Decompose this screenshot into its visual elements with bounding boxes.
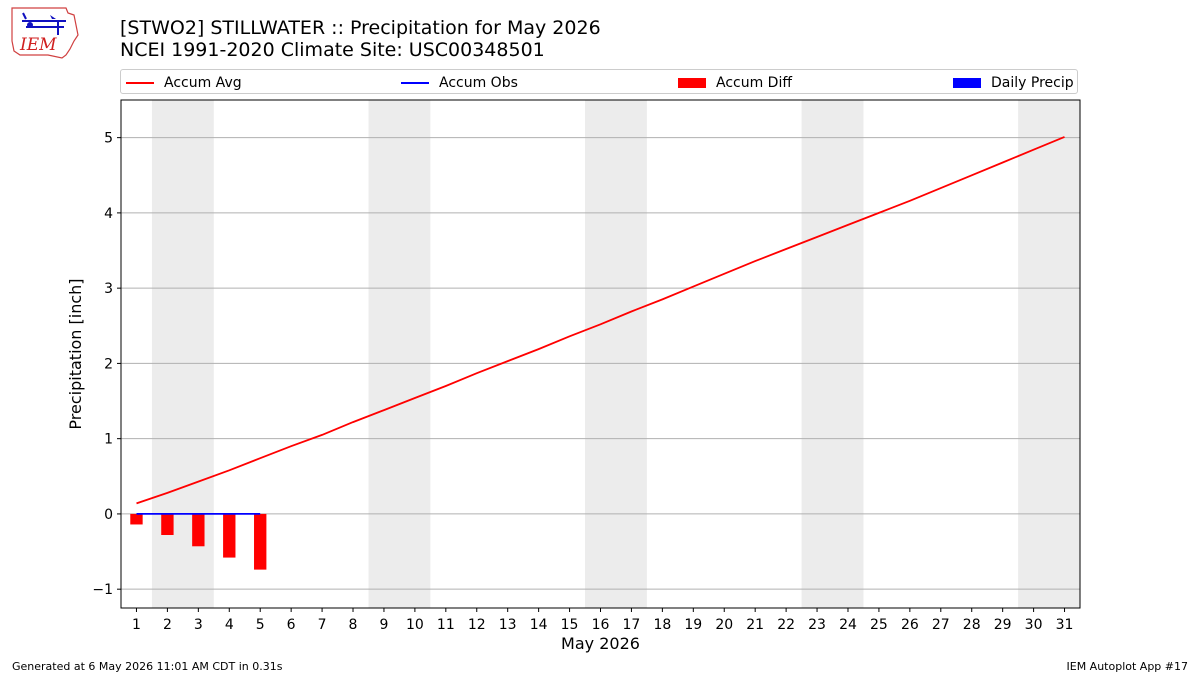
- y-tick-label: 2: [104, 356, 113, 372]
- x-tick-label: 22: [777, 617, 795, 633]
- x-tick-label: 21: [746, 617, 764, 633]
- legend-item-accum-diff: Accum Diff: [678, 70, 792, 95]
- x-tick-label: 30: [1025, 617, 1043, 633]
- bar-accum-diff: [223, 513, 236, 558]
- x-tick-label: 13: [499, 617, 517, 633]
- x-tick-label: 18: [653, 617, 671, 633]
- x-tick-label: 15: [561, 617, 579, 633]
- x-tick-label: 5: [256, 617, 265, 633]
- x-tick-label: 3: [194, 617, 203, 633]
- chart-legend: Accum Avg Accum Obs Accum Diff Daily Pre…: [120, 69, 1078, 94]
- x-tick-label: 23: [808, 617, 826, 633]
- x-tick-label: 7: [318, 617, 327, 633]
- x-tick-label: 8: [349, 617, 358, 633]
- x-tick-label: 29: [994, 617, 1012, 633]
- x-tick-label: 1: [132, 617, 141, 633]
- legend-item-accum-avg: Accum Avg: [126, 70, 242, 95]
- x-tick-label: 6: [287, 617, 296, 633]
- x-tick-label: 2: [163, 617, 172, 633]
- legend-item-daily-precip: Daily Precip: [953, 70, 1074, 95]
- x-tick-label: 12: [468, 617, 486, 633]
- x-tick-label: 25: [870, 617, 888, 633]
- x-tick-label: 4: [225, 617, 234, 633]
- y-tick-label: 5: [104, 131, 113, 147]
- x-tick-label: 11: [437, 617, 455, 633]
- y-tick-label: −1: [92, 582, 113, 598]
- line-accum-avg: [136, 136, 1065, 505]
- weekend-band: [368, 100, 431, 608]
- x-tick-label: 20: [715, 617, 733, 633]
- bar-accum-diff: [161, 513, 174, 535]
- legend-swatch-accum-diff: [678, 77, 706, 88]
- y-axis-label: Precipitation [inch]: [66, 278, 85, 429]
- x-axis-label: May 2026: [561, 634, 640, 653]
- x-tick-label: 9: [379, 617, 388, 633]
- weekend-band: [585, 100, 647, 608]
- x-tick-label: 24: [839, 617, 857, 633]
- bar-accum-diff: [192, 513, 205, 547]
- x-tick-label: 16: [592, 617, 610, 633]
- chart-subtitle: NCEI 1991-2020 Climate Site: USC00348501: [120, 39, 545, 61]
- chart-title: [STWO2] STILLWATER :: Precipitation for …: [120, 17, 601, 39]
- weekend-band: [801, 100, 864, 608]
- legend-swatch-accum-obs: [401, 81, 429, 84]
- legend-label-daily-precip: Daily Precip: [991, 74, 1074, 91]
- app-credit: IEM Autoplot App #17: [1066, 660, 1189, 673]
- x-tick-label: 14: [530, 617, 548, 633]
- y-tick-label: 1: [104, 432, 113, 448]
- y-tick-label: 4: [104, 206, 113, 222]
- x-tick-label: 19: [684, 617, 702, 633]
- x-tick-label: 17: [623, 617, 641, 633]
- legend-label-accum-obs: Accum Obs: [439, 74, 518, 91]
- legend-label-accum-avg: Accum Avg: [164, 74, 242, 91]
- y-tick-label: 0: [104, 507, 113, 523]
- x-tick-label: 31: [1056, 617, 1074, 633]
- bar-accum-diff: [254, 513, 267, 570]
- iem-logo-icon: IEM: [11, 7, 79, 59]
- x-tick-label: 27: [932, 617, 950, 633]
- y-tick-label: 3: [104, 281, 113, 297]
- bar-accum-diff: [130, 513, 143, 525]
- svg-text:IEM: IEM: [19, 35, 57, 55]
- generated-timestamp: Generated at 6 May 2026 11:01 AM CDT in …: [12, 660, 283, 673]
- weekend-band: [1018, 100, 1080, 608]
- x-tick-label: 26: [901, 617, 919, 633]
- x-tick-label: 10: [406, 617, 424, 633]
- legend-swatch-daily-precip: [953, 77, 981, 88]
- legend-item-accum-obs: Accum Obs: [401, 70, 518, 95]
- legend-label-accum-diff: Accum Diff: [716, 74, 793, 91]
- legend-swatch-accum-avg: [126, 81, 154, 84]
- x-tick-label: 28: [963, 617, 981, 633]
